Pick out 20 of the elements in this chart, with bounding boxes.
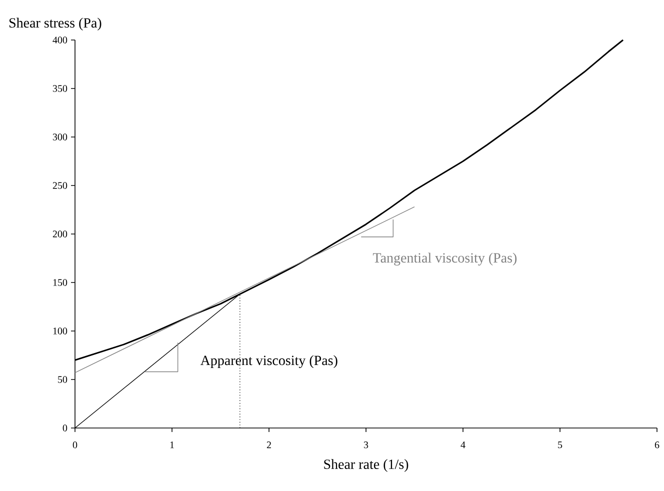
x-tick-label: 4 — [460, 442, 466, 448]
x-axis-title: Shear rate (1/s) — [324, 459, 408, 472]
x-tick-label: 0 — [72, 442, 78, 448]
x-tick-label: 3 — [364, 442, 368, 448]
x-tick-label: 5 — [558, 442, 562, 448]
x-tick-label: 1 — [170, 442, 174, 448]
y-tick-label: 150 — [53, 279, 68, 286]
y-tick-label: 250 — [52, 182, 68, 189]
y-tick-label: 100 — [53, 328, 68, 334]
y-tick-label: 200 — [52, 230, 68, 238]
y-tick-label: 300 — [52, 134, 68, 140]
y-tick-label: 50 — [58, 376, 68, 383]
y-tick-label: 0 — [62, 424, 68, 432]
x-tick-label: 6 — [654, 442, 660, 448]
y-tick-label: 400 — [52, 36, 68, 44]
series-label: Tangential viscosity (Pas) — [372, 252, 517, 266]
x-tick-label: 2 — [266, 442, 271, 448]
y-axis-title: Shear stress (Pa) — [9, 18, 102, 30]
series-label: Apparent viscosity (Pas) — [200, 355, 338, 368]
y-tick-label: 350 — [52, 85, 68, 92]
